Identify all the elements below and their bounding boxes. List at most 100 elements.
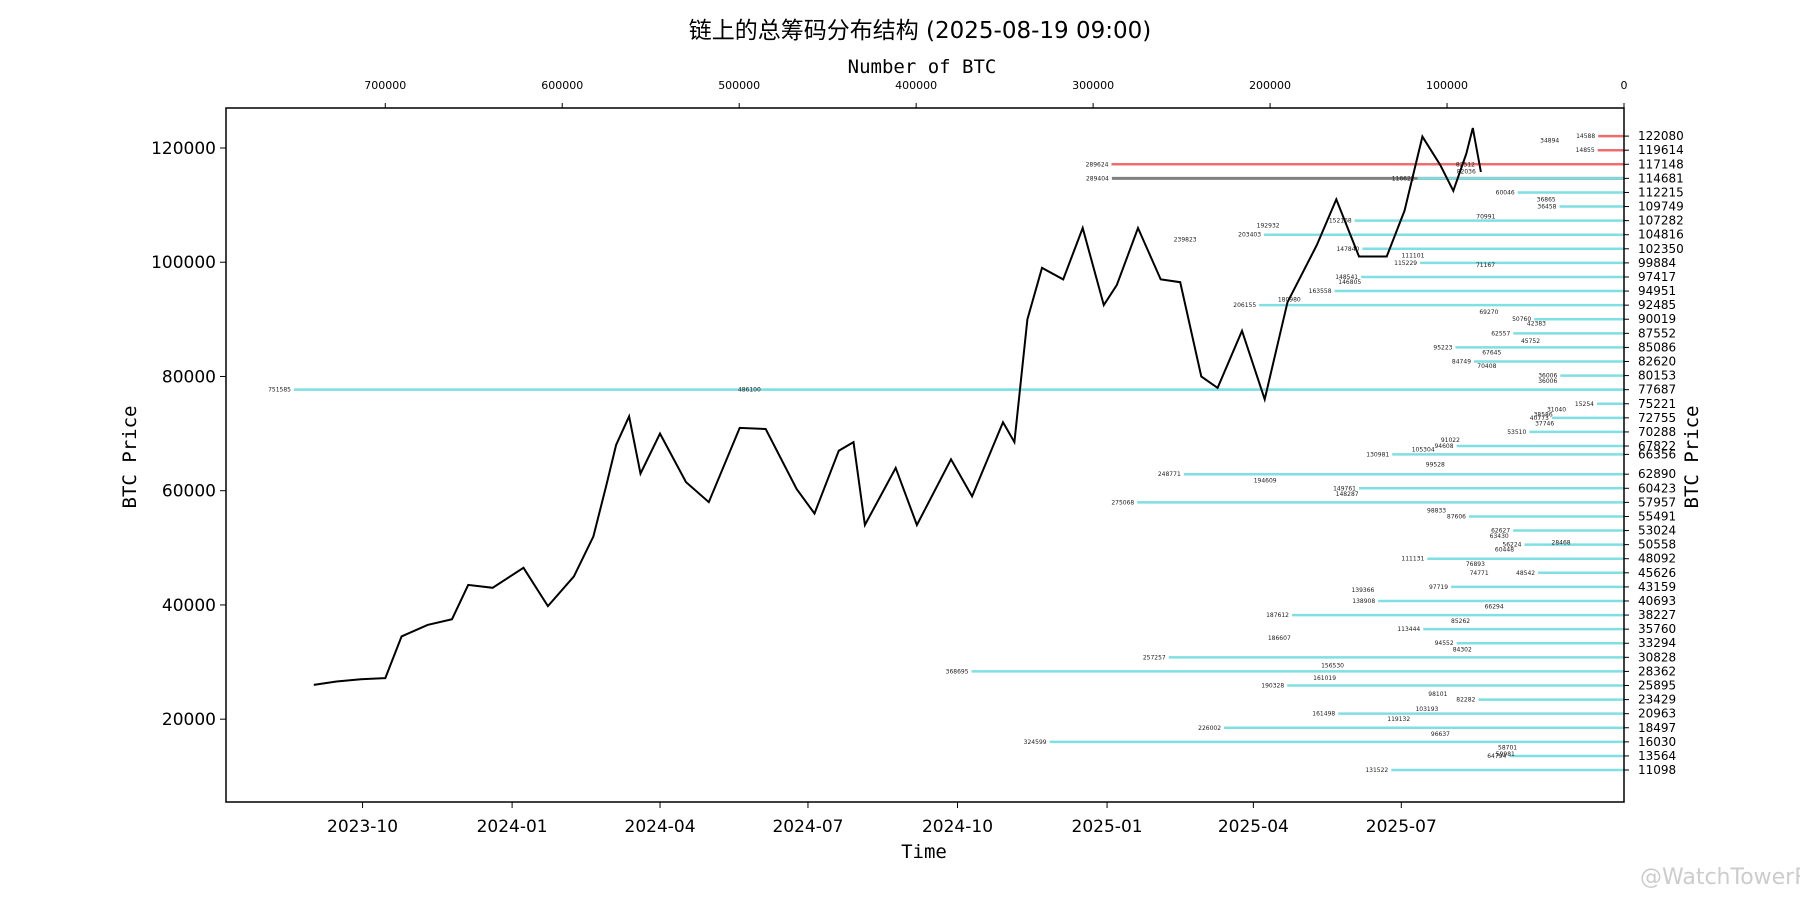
distribution-bar-label: 148287 [1336, 491, 1359, 498]
right-tick-label: 35760 [1638, 622, 1676, 636]
right-tick-label: 11098 [1638, 763, 1676, 777]
distribution-bar-label: 14855 [1576, 147, 1595, 154]
x-tick-label: 2023-10 [327, 817, 398, 837]
right-tick-label: 55491 [1638, 509, 1676, 523]
right-tick-label: 57957 [1638, 495, 1676, 509]
right-tick-label: 99884 [1638, 256, 1676, 270]
distribution-bar-label: 194609 [1254, 477, 1277, 484]
distribution-bar-label: 62557 [1491, 330, 1510, 337]
right-tick-label: 20963 [1638, 707, 1676, 721]
right-tick-label: 80153 [1638, 369, 1676, 383]
distribution-bar-label: 111101 [1401, 252, 1424, 259]
distribution-bar-label: 130981 [1366, 451, 1389, 458]
x-axis-ticks: 2023-10 2024-01 2024-04 2024-07 2024-10 2025-… [327, 802, 1437, 837]
x-tick-label: 2024-10 [922, 817, 993, 837]
right-tick-label: 16030 [1638, 735, 1676, 749]
distribution-bar-label: 97719 [1429, 584, 1448, 591]
distribution-bar-label: 248771 [1158, 471, 1181, 478]
x2-tick-label: 600000 [541, 79, 583, 92]
distribution-bar-label: 53510 [1507, 429, 1526, 436]
distribution-bar-label: 152168 [1329, 218, 1352, 225]
right-tick-label: 25895 [1638, 679, 1676, 693]
x-tick-label: 2024-07 [772, 817, 843, 837]
right-tick-label: 92485 [1638, 298, 1676, 312]
distribution-bar-label: 60448 [1495, 547, 1514, 554]
distribution-bar-label: 94552 [1435, 640, 1454, 647]
distribution-bar-label: 36006 [1538, 373, 1557, 380]
distribution-bar-label: 76893 [1466, 561, 1485, 568]
distribution-bar-label: 115229 [1394, 260, 1417, 267]
right-tick-label: 72755 [1638, 411, 1676, 425]
right-tick-label: 104816 [1638, 228, 1684, 242]
x2-tick-label: 0 [1621, 79, 1628, 92]
right-tick-label: 33294 [1638, 636, 1676, 650]
distribution-bar-label: 751585 [268, 387, 291, 394]
distribution-bar-label: 187612 [1266, 612, 1289, 619]
right-tick-label: 85086 [1638, 340, 1676, 354]
right-tick-label: 45626 [1638, 566, 1676, 580]
distribution-bar-label: 60046 [1496, 189, 1515, 196]
distribution-bar-label: 147840 [1336, 246, 1359, 253]
right-tick-label: 38227 [1638, 608, 1676, 622]
distribution-bar-label: 71167 [1476, 262, 1495, 269]
distribution-bar-label: 62627 [1491, 528, 1510, 535]
distribution-bar-labels: 14588 14855 82512 289624 289404 116622 60046 36… [268, 133, 1595, 774]
x2-tick-label: 100000 [1426, 79, 1468, 92]
y-axis-label-right: BTC Price [1681, 406, 1703, 509]
right-tick-label: 40693 [1638, 594, 1676, 608]
distribution-bar-label: 289624 [1086, 161, 1109, 168]
right-tick-label: 66356 [1638, 447, 1676, 461]
x2-tick-label: 700000 [364, 79, 406, 92]
distribution-bar-label: 64794 [1487, 753, 1506, 760]
x2-tick-label: 300000 [1072, 79, 1114, 92]
distribution-bar-label: 275068 [1111, 499, 1134, 506]
distribution-bar-label: 82036 [1457, 168, 1476, 175]
x2-tick-label: 500000 [718, 79, 760, 92]
right-tick-label: 107282 [1638, 214, 1684, 228]
distribution-bar-label: 226002 [1198, 725, 1221, 732]
distribution-bar-label: 192932 [1257, 223, 1280, 230]
distribution-bar-label: 119132 [1387, 716, 1410, 723]
distribution-bar-label: 87606 [1447, 513, 1466, 520]
distribution-bar-label: 138908 [1352, 598, 1375, 605]
y-tick-label: 20000 [162, 710, 216, 730]
right-tick-label: 122080 [1638, 129, 1684, 143]
distribution-bar-label: 239823 [1174, 236, 1197, 243]
y-tick-label: 80000 [162, 367, 216, 387]
distribution-bar-label: 70991 [1476, 214, 1495, 221]
distribution-bar-label: 257257 [1143, 654, 1166, 661]
right-tick-label: 87552 [1638, 326, 1676, 340]
distribution-bar-label: 36458 [1537, 204, 1556, 211]
x2-tick-label: 400000 [895, 79, 937, 92]
distribution-bar-label: 91022 [1441, 437, 1460, 444]
y-tick-label: 100000 [151, 253, 216, 273]
right-tick-label: 117148 [1638, 157, 1684, 171]
distribution-bar-label: 96637 [1431, 731, 1450, 738]
distribution-bar-label: 84302 [1453, 646, 1472, 653]
distribution-bar-label: 67645 [1482, 349, 1501, 356]
right-tick-label: 18497 [1638, 721, 1676, 735]
distribution-bar-label: 38586 [1534, 412, 1553, 419]
distribution-bar-label: 111131 [1401, 556, 1424, 563]
distribution-bar-label: 66294 [1485, 604, 1504, 611]
x2-axis-label: Number of BTC [848, 56, 997, 78]
distribution-bar-label: 48542 [1516, 570, 1535, 577]
right-axis-ticks: 1220801196141171481146811122151097491072… [1624, 129, 1684, 777]
x-tick-label: 2024-01 [477, 817, 548, 837]
distribution-bar-label: 36865 [1537, 196, 1556, 203]
distribution-bar-label: 59981 [1496, 751, 1515, 758]
distribution-bar-label: 63430 [1490, 533, 1509, 540]
distribution-bar-label: 99528 [1426, 461, 1445, 468]
distribution-bar-label: 163558 [1309, 288, 1332, 295]
distribution-bar-label: 82512 [1456, 161, 1475, 168]
right-tick-label: 67822 [1638, 439, 1676, 453]
distribution-bar-label: 98833 [1427, 508, 1446, 515]
right-tick-label: 119614 [1638, 143, 1684, 157]
right-tick-label: 13564 [1638, 749, 1676, 763]
distribution-bar-label: 58701 [1498, 745, 1517, 752]
x2-axis-ticks: 700000 600000 500000 400000 300000 200000 1000… [364, 79, 1628, 108]
right-tick-label: 28362 [1638, 664, 1676, 678]
distribution-bar-label: 149761 [1333, 485, 1356, 492]
distribution-bar-label: 82282 [1456, 697, 1475, 704]
